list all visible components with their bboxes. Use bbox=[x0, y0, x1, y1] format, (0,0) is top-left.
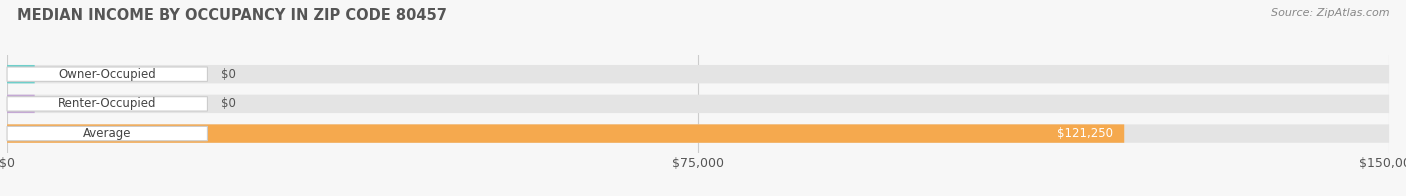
Text: Owner-Occupied: Owner-Occupied bbox=[59, 68, 156, 81]
Text: $0: $0 bbox=[221, 68, 236, 81]
FancyBboxPatch shape bbox=[7, 95, 1389, 113]
FancyBboxPatch shape bbox=[7, 97, 208, 111]
FancyBboxPatch shape bbox=[7, 65, 1389, 83]
FancyBboxPatch shape bbox=[7, 124, 1125, 143]
Text: $0: $0 bbox=[221, 97, 236, 110]
Text: $121,250: $121,250 bbox=[1057, 127, 1114, 140]
Text: Source: ZipAtlas.com: Source: ZipAtlas.com bbox=[1271, 8, 1389, 18]
FancyBboxPatch shape bbox=[7, 65, 35, 83]
FancyBboxPatch shape bbox=[7, 124, 1389, 143]
Text: Renter-Occupied: Renter-Occupied bbox=[58, 97, 156, 110]
Text: Average: Average bbox=[83, 127, 132, 140]
Text: MEDIAN INCOME BY OCCUPANCY IN ZIP CODE 80457: MEDIAN INCOME BY OCCUPANCY IN ZIP CODE 8… bbox=[17, 8, 447, 23]
FancyBboxPatch shape bbox=[7, 126, 208, 141]
FancyBboxPatch shape bbox=[7, 95, 35, 113]
FancyBboxPatch shape bbox=[7, 67, 208, 81]
